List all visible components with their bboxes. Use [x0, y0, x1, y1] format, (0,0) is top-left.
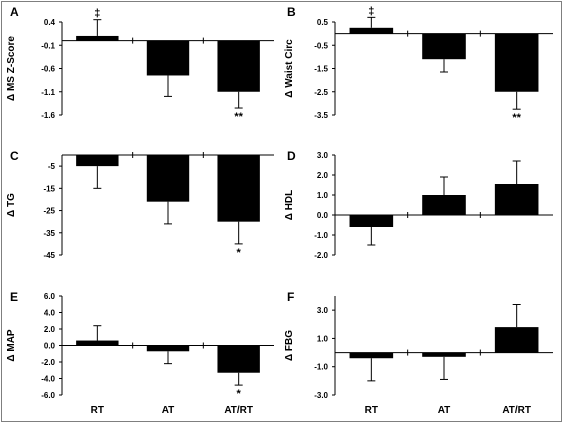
y-tick-label-e: 6.0	[44, 292, 56, 301]
y-tick-label-c: -45	[43, 251, 55, 260]
y-axis-label-c: Δ TG	[6, 193, 17, 217]
y-tick-label-a: -0.6	[41, 65, 55, 74]
significance-mark-b: ‡	[368, 5, 374, 17]
bar-d-rt	[349, 215, 394, 227]
bar-d-at	[422, 195, 466, 215]
panel-letter-b: B	[287, 5, 296, 19]
bar-b-at-rt	[494, 33, 539, 92]
bar-c-at-rt	[217, 155, 260, 222]
bar-e-rt	[76, 340, 119, 346]
y-tick-label-e: 4.0	[44, 309, 56, 318]
panel-letter-a: A	[10, 5, 19, 19]
y-tick-label-f: 1.0	[317, 334, 329, 343]
y-tick-label-a: -1.6	[41, 111, 55, 120]
significance-mark-b: **	[512, 112, 521, 124]
y-tick-label-a: 0.4	[44, 18, 56, 27]
panel-letter-f: F	[287, 290, 294, 304]
y-tick-label-e: 2.0	[44, 325, 56, 334]
y-axis-label-a: Δ MS Z-Score	[6, 36, 17, 101]
y-tick-label-f: -3.0	[314, 391, 328, 400]
significance-mark-a: **	[234, 111, 243, 123]
y-tick-label-d: 3.0	[317, 151, 329, 160]
bar-c-rt	[76, 155, 119, 167]
y-tick-label-e: -2.0	[41, 358, 55, 367]
panel-letter-c: C	[10, 149, 19, 163]
y-tick-label-c: -35	[43, 229, 55, 238]
significance-mark-e: *	[237, 388, 242, 400]
bar-c-at	[146, 155, 190, 202]
y-tick-label-b: -1.5	[314, 65, 328, 74]
x-category-label-f: AT	[438, 405, 451, 416]
y-tick-label-d: 2.0	[317, 171, 329, 180]
bar-f-at	[422, 352, 466, 357]
y-tick-label-e: 0.0	[44, 342, 56, 351]
bar-a-at-rt	[217, 40, 260, 92]
y-tick-label-d: 1.0	[317, 191, 329, 200]
panel-letter-d: D	[287, 149, 296, 163]
bar-a-at	[146, 40, 190, 76]
y-tick-label-b: 0.5	[317, 18, 329, 27]
y-tick-label-c: -5	[48, 162, 56, 171]
bar-f-at-rt	[494, 327, 539, 353]
y-tick-label-d: -2.0	[314, 251, 328, 260]
y-tick-label-d: -1.0	[314, 231, 328, 240]
y-tick-label-a: -0.1	[41, 41, 55, 50]
bar-b-rt	[349, 27, 394, 34]
y-tick-label-f: 3.0	[317, 306, 329, 315]
y-tick-label-c: -15	[43, 184, 55, 193]
y-tick-label-b: -0.5	[314, 41, 328, 50]
y-tick-label-e: -6.0	[41, 391, 55, 400]
bar-d-at-rt	[494, 184, 539, 215]
bar-b-at	[422, 33, 466, 60]
y-axis-label-b: Δ Waist Circ	[284, 39, 295, 98]
y-tick-label-e: -4.0	[41, 375, 55, 384]
y-tick-label-c: -25	[43, 207, 55, 216]
panel-letter-e: E	[10, 290, 18, 304]
x-category-label-e: AT	[162, 405, 175, 416]
significance-mark-a: ‡	[94, 8, 100, 20]
significance-mark-c: *	[237, 247, 242, 259]
y-axis-label-d: Δ HDL	[284, 190, 295, 221]
y-tick-label-f: -1.0	[314, 363, 328, 372]
x-category-label-f: AT/RT	[502, 405, 531, 416]
y-tick-label-d: 0.0	[317, 211, 329, 220]
y-tick-label-b: -3.5	[314, 111, 328, 120]
x-category-label-e: RT	[91, 405, 104, 416]
y-axis-label-e: Δ MAP	[6, 329, 17, 362]
y-tick-label-a: -1.1	[41, 88, 55, 97]
y-tick-label-b: -2.5	[314, 88, 328, 97]
x-category-label-f: RT	[365, 405, 378, 416]
bar-e-at-rt	[217, 345, 260, 373]
x-category-label-e: AT/RT	[224, 405, 253, 416]
y-axis-label-f: Δ FBG	[284, 330, 295, 361]
bar-f-rt	[349, 352, 394, 359]
bar-a-rt	[76, 35, 119, 41]
bar-e-at	[146, 345, 190, 352]
